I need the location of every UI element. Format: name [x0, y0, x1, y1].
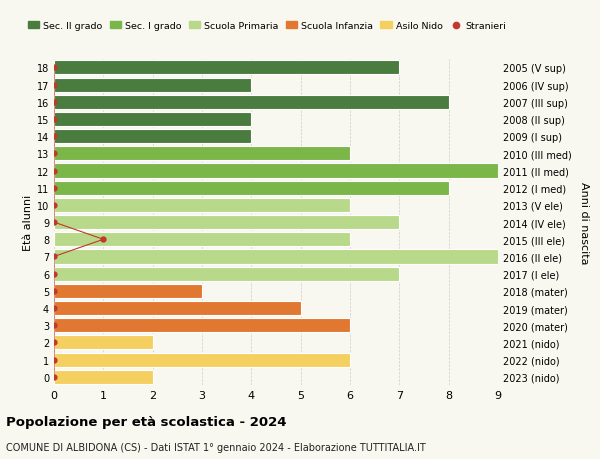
Bar — [54, 250, 498, 264]
Legend: Sec. II grado, Sec. I grado, Scuola Primaria, Scuola Infanzia, Asilo Nido, Stran: Sec. II grado, Sec. I grado, Scuola Prim… — [28, 22, 506, 31]
Bar — [54, 181, 449, 196]
Bar — [54, 112, 251, 127]
Bar — [54, 233, 350, 247]
Y-axis label: Anni di nascita: Anni di nascita — [578, 181, 589, 264]
Bar — [54, 319, 350, 333]
Bar — [54, 164, 498, 178]
Bar — [54, 267, 400, 281]
Bar — [54, 95, 449, 110]
Bar — [54, 130, 251, 144]
Bar — [54, 216, 400, 230]
Bar — [54, 370, 152, 384]
Text: Popolazione per età scolastica - 2024: Popolazione per età scolastica - 2024 — [6, 415, 287, 428]
Bar — [54, 198, 350, 213]
Y-axis label: Età alunni: Età alunni — [23, 195, 32, 251]
Bar — [54, 78, 251, 92]
Bar — [54, 147, 350, 161]
Bar — [54, 353, 350, 367]
Text: COMUNE DI ALBIDONA (CS) - Dati ISTAT 1° gennaio 2024 - Elaborazione TUTTITALIA.I: COMUNE DI ALBIDONA (CS) - Dati ISTAT 1° … — [6, 442, 426, 452]
Bar — [54, 61, 400, 75]
Bar — [54, 336, 152, 350]
Bar — [54, 284, 202, 298]
Bar — [54, 302, 301, 315]
